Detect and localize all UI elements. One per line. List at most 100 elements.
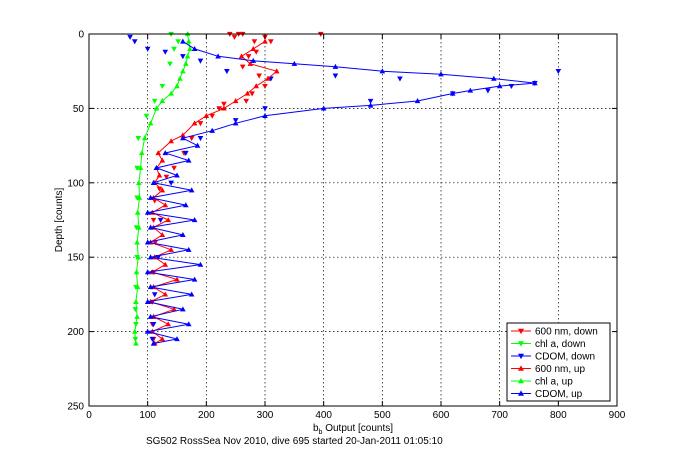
data-point bbox=[131, 39, 138, 45]
data-point bbox=[467, 87, 474, 93]
data-point bbox=[244, 90, 251, 96]
y-tick-label: 50 bbox=[73, 104, 85, 115]
data-point bbox=[136, 224, 142, 230]
data-point bbox=[496, 83, 503, 89]
data-point bbox=[134, 284, 141, 290]
data-point bbox=[151, 292, 158, 298]
data-point bbox=[182, 150, 189, 156]
data-point bbox=[162, 202, 169, 208]
data-point bbox=[188, 187, 195, 193]
x-tick-label: 700 bbox=[491, 410, 508, 421]
data-point bbox=[291, 60, 298, 66]
data-point bbox=[174, 276, 180, 282]
data-point bbox=[159, 187, 166, 193]
data-point bbox=[185, 246, 192, 252]
data-point bbox=[159, 336, 166, 342]
data-point bbox=[231, 34, 238, 40]
data-point bbox=[209, 113, 216, 119]
caption: SG502 RossSea Nov 2010, dive 695 started… bbox=[146, 436, 443, 447]
data-point bbox=[162, 49, 169, 55]
data-point bbox=[194, 142, 201, 148]
data-point bbox=[167, 61, 173, 67]
data-point bbox=[127, 34, 133, 40]
data-point bbox=[185, 157, 192, 163]
data-point bbox=[147, 313, 154, 319]
legend-label: CDOM, up bbox=[535, 389, 583, 400]
data-point bbox=[137, 165, 144, 171]
data-point bbox=[135, 136, 142, 142]
data-point bbox=[136, 179, 142, 185]
data-point bbox=[180, 306, 186, 312]
data-point bbox=[245, 54, 252, 60]
legend-marker bbox=[517, 353, 525, 360]
legend-label: chl a, down bbox=[535, 339, 586, 350]
data-point bbox=[249, 91, 255, 97]
y-tick-label: 200 bbox=[67, 327, 84, 338]
data-point bbox=[215, 53, 221, 59]
y-tick-label: 150 bbox=[67, 253, 84, 264]
data-point bbox=[174, 336, 180, 342]
y-tick-label: 250 bbox=[67, 402, 84, 413]
data-point bbox=[159, 231, 166, 238]
data-point bbox=[153, 105, 160, 111]
data-point bbox=[136, 194, 143, 200]
data-point bbox=[332, 73, 339, 79]
data-point bbox=[144, 328, 151, 334]
y-axis-label: Depth [counts] bbox=[54, 188, 65, 253]
data-point bbox=[144, 239, 151, 245]
data-point bbox=[197, 261, 204, 267]
data-point bbox=[232, 98, 239, 104]
data-point bbox=[367, 102, 374, 108]
legend-box bbox=[506, 322, 611, 402]
data-point bbox=[379, 68, 386, 74]
data-point bbox=[144, 298, 151, 304]
data-point bbox=[141, 135, 148, 141]
series-layer bbox=[127, 31, 562, 346]
data-point bbox=[151, 98, 158, 104]
data-point bbox=[168, 180, 174, 186]
data-point bbox=[150, 322, 157, 328]
x-tick-label: 400 bbox=[315, 410, 332, 421]
y-tick-label: 0 bbox=[78, 30, 84, 41]
data-point bbox=[150, 179, 157, 185]
data-point bbox=[268, 76, 274, 82]
data-point bbox=[197, 58, 204, 64]
data-point bbox=[147, 254, 154, 260]
data-point bbox=[168, 90, 174, 96]
data-point bbox=[232, 120, 239, 126]
y-tick-label: 100 bbox=[67, 178, 84, 189]
legend-marker bbox=[517, 365, 525, 371]
grid bbox=[89, 34, 617, 406]
data-point bbox=[157, 217, 164, 223]
data-point bbox=[162, 291, 169, 297]
data-point bbox=[250, 57, 257, 63]
data-point bbox=[180, 135, 186, 141]
data-point bbox=[185, 321, 192, 327]
series-2 bbox=[127, 34, 562, 342]
data-point bbox=[253, 83, 260, 89]
data-point bbox=[320, 105, 327, 111]
data-point bbox=[165, 321, 172, 327]
data-point bbox=[191, 45, 198, 52]
data-point bbox=[144, 269, 151, 275]
data-point bbox=[243, 98, 250, 104]
data-point bbox=[180, 68, 186, 74]
series-line bbox=[147, 40, 535, 344]
data-point bbox=[147, 120, 154, 126]
data-point bbox=[159, 157, 166, 163]
data-point bbox=[159, 83, 166, 89]
data-point bbox=[209, 127, 216, 133]
data-point bbox=[174, 83, 180, 89]
data-point bbox=[262, 38, 268, 44]
data-point bbox=[184, 53, 191, 59]
data-point bbox=[147, 194, 154, 200]
legend-marker bbox=[517, 377, 525, 384]
data-point bbox=[490, 75, 497, 81]
legend-marker bbox=[517, 390, 525, 396]
data-point bbox=[203, 112, 210, 118]
data-point bbox=[221, 105, 227, 111]
legend-marker bbox=[517, 328, 525, 335]
data-point bbox=[253, 49, 260, 55]
